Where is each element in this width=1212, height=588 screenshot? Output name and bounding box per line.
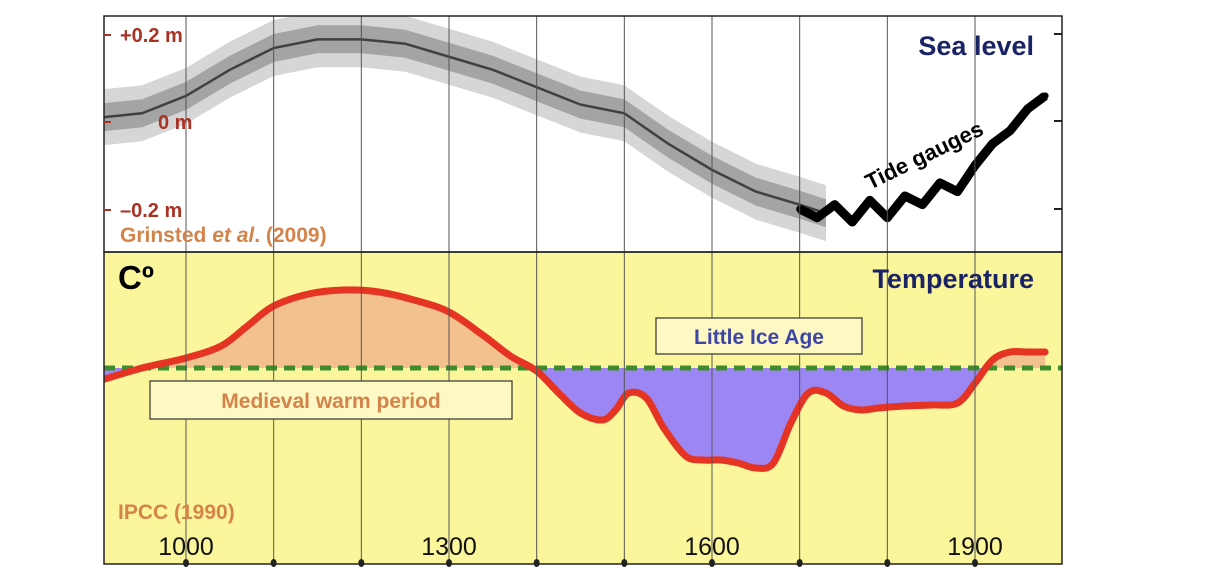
source-year: . (2009) (254, 224, 326, 247)
annotation-label: Medieval warm period (221, 390, 440, 413)
tick-marker (533, 559, 540, 567)
y-tick-label: 0 m (158, 112, 192, 134)
x-tick-label: 1600 (684, 533, 740, 561)
temperature-plot (104, 286, 1062, 472)
x-tick-label: 1900 (947, 533, 1003, 561)
warm-anomaly-area (104, 290, 1046, 368)
tide-gauge-point (936, 179, 944, 187)
vertical-gridlines (183, 16, 978, 567)
medieval-warm-period-annotation: Medieval warm period (149, 380, 513, 420)
tide-gauge-point (813, 214, 821, 222)
temperature-title: Temperature (872, 264, 1034, 294)
sea-level-y-axis: +0.2 m 0 m –0.2 m (104, 25, 192, 222)
x-axis: 1000 1300 1600 1900 (158, 533, 1003, 561)
tick-marker (796, 559, 803, 567)
sea-level-plot (104, 16, 1049, 242)
source-et-al: et al (212, 224, 255, 247)
tide-gauge-point (866, 196, 874, 204)
tide-gauge-point (989, 140, 997, 148)
tide-gauge-point (848, 218, 856, 226)
tick-marker (183, 559, 189, 567)
tide-gauge-point (953, 188, 961, 196)
temperature-line (104, 286, 1049, 472)
sea-level-inner-uncertainty-band (104, 25, 826, 228)
tick-marker (270, 559, 277, 567)
source-authors: Grinsted (120, 224, 212, 247)
tick-marker (709, 559, 715, 567)
sea-level-source: Grinsted et al. (2009) (120, 224, 327, 247)
tide-gauge-point (918, 201, 926, 209)
tide-gauge-point (901, 192, 909, 200)
temperature-source: IPCC (1990) (118, 501, 235, 524)
little-ice-age-annotation: Little Ice Age (655, 317, 863, 355)
temperature-unit-label: Cº (118, 259, 154, 296)
temperature-panel-border (103, 251, 1063, 565)
tide-gauge-point (1006, 127, 1014, 135)
annotation-box (655, 317, 863, 355)
y-tick-label: +0.2 m (120, 25, 183, 47)
tick-marker (446, 559, 452, 567)
x-tick-label: 1300 (421, 533, 477, 561)
annotation-label: Little Ice Age (694, 326, 824, 349)
tide-gauge-point (1041, 92, 1049, 100)
annotation-box (149, 380, 513, 420)
y-tick-label: –0.2 m (120, 200, 182, 222)
x-tick-label: 1000 (158, 533, 214, 561)
sea-level-reconstruction-line (104, 38, 827, 215)
tick-marker (358, 559, 365, 567)
tick-marker (972, 559, 978, 567)
sea-level-title: Sea level (918, 31, 1034, 61)
sea-level-outer-uncertainty-band (104, 16, 826, 242)
tide-gauge-point (831, 201, 839, 209)
tide-gauge-point (1024, 105, 1032, 113)
tick-marker (621, 559, 628, 567)
tick-marker (884, 559, 891, 567)
